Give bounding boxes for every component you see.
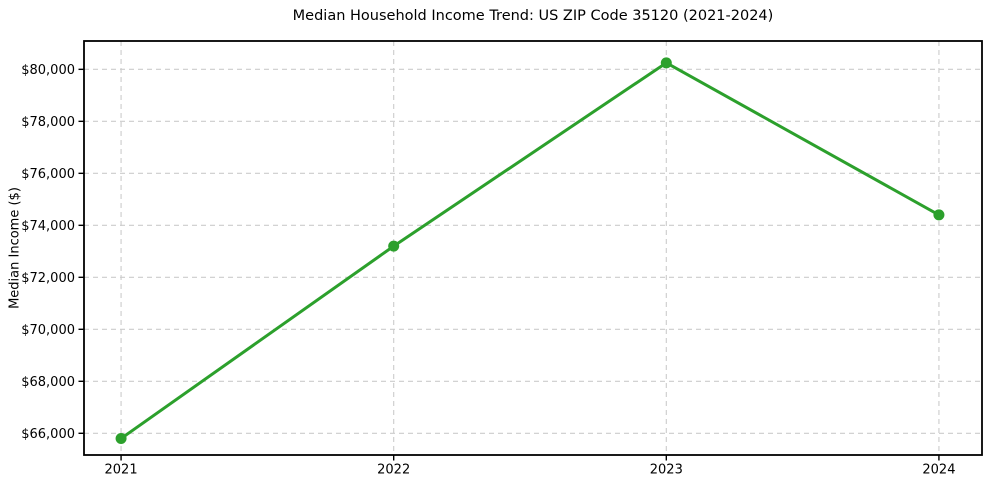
plot-border [83, 40, 983, 456]
y-tick-label: $74,000 [21, 219, 75, 234]
y-tick-label: $76,000 [21, 167, 75, 182]
x-tick-label: 2021 [105, 463, 138, 478]
x-tick-label: 2022 [377, 463, 410, 478]
data-point-2022 [388, 240, 400, 252]
data-point-2021 [115, 432, 127, 444]
data-point-2023 [660, 57, 672, 69]
x-tick-label: 2024 [922, 463, 955, 478]
y-tick-label: $66,000 [21, 427, 75, 442]
data-point-2024 [933, 209, 945, 221]
y-tick-label: $78,000 [21, 115, 75, 130]
income-trend-line [119, 61, 941, 440]
y-tick-label: $72,000 [21, 271, 75, 286]
chart-title: Median Household Income Trend: US ZIP Co… [292, 8, 774, 24]
y-tick-label: $80,000 [21, 63, 75, 78]
y-tick-label: $68,000 [21, 375, 75, 390]
x-tick-label: 2023 [650, 463, 683, 478]
y-tick-label: $70,000 [21, 323, 75, 338]
